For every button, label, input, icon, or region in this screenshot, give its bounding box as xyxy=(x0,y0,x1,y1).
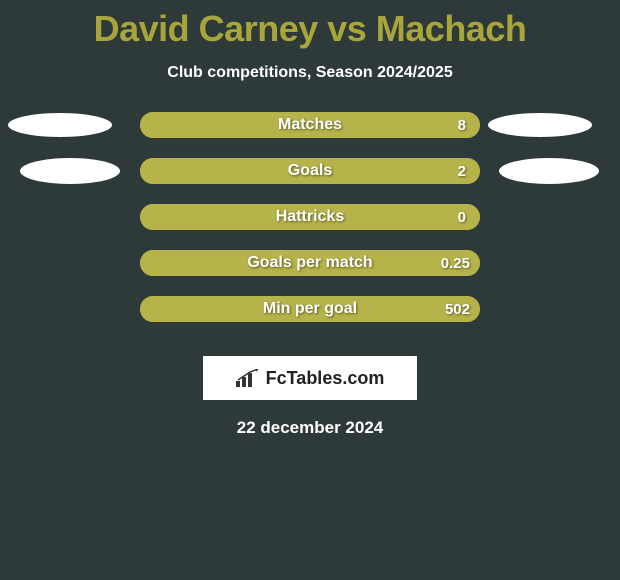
player-left-marker xyxy=(8,113,112,137)
stat-label: Hattricks xyxy=(140,204,480,230)
chart-icon xyxy=(236,369,260,387)
stat-row: Hattricks0 xyxy=(0,204,620,250)
branding-logo: FcTables.com xyxy=(203,356,417,400)
comparison-table: Matches8Goals2Hattricks0Goals per match0… xyxy=(0,112,620,342)
player-right-marker xyxy=(488,113,592,137)
stat-row: Min per goal502 xyxy=(0,296,620,342)
stat-value-right: 2 xyxy=(458,158,466,184)
stat-label: Goals xyxy=(140,158,480,184)
stat-label: Goals per match xyxy=(140,250,480,276)
stat-row: Matches8 xyxy=(0,112,620,158)
stat-value-right: 502 xyxy=(445,296,470,322)
stat-value-right: 0.25 xyxy=(441,250,470,276)
stat-label: Matches xyxy=(140,112,480,138)
stat-value-right: 0 xyxy=(458,204,466,230)
branding-text: FcTables.com xyxy=(266,368,385,389)
player-left-marker xyxy=(20,158,120,184)
player-right-marker xyxy=(499,158,599,184)
stat-label: Min per goal xyxy=(140,296,480,322)
stat-row: Goals2 xyxy=(0,158,620,204)
stat-value-right: 8 xyxy=(458,112,466,138)
comparison-subtitle: Club competitions, Season 2024/2025 xyxy=(0,64,620,82)
comparison-title: David Carney vs Machach xyxy=(0,0,620,50)
snapshot-date: 22 december 2024 xyxy=(0,418,620,438)
stat-row: Goals per match0.25 xyxy=(0,250,620,296)
